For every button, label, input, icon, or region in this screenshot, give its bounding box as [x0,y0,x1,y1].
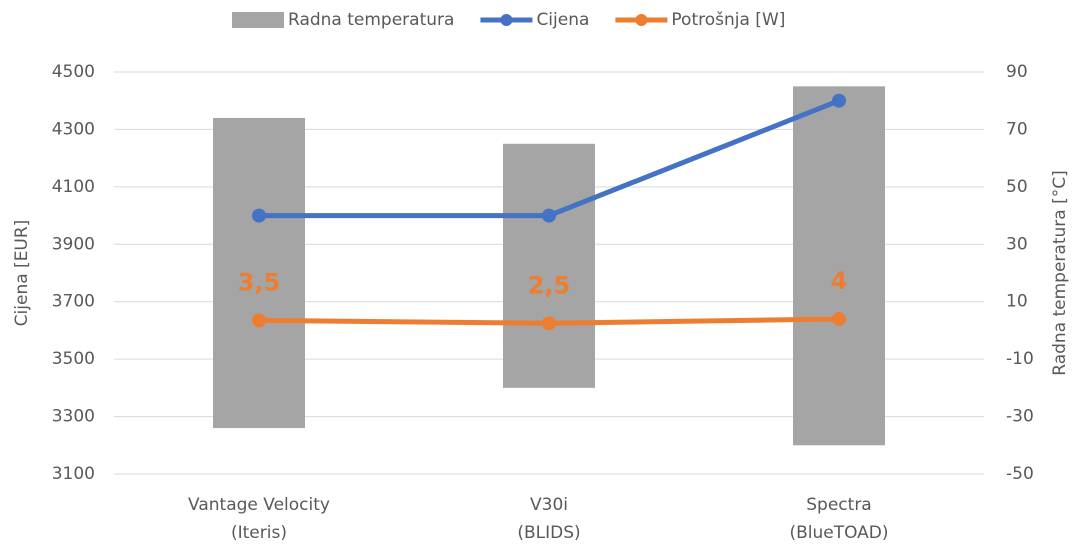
legend-swatch [232,12,284,28]
y-tick-label: 3300 [52,407,95,427]
y2-tick-label: 90 [1006,62,1028,82]
point [252,208,266,223]
y-tick-label: 3900 [52,234,95,254]
legend-label: Potrošnja [W] [671,10,785,30]
y2-tick-label: -50 [1006,464,1034,484]
range-bar [503,143,595,388]
legend-label: Radna temperatura [288,10,454,30]
data-label: 3,5 [238,268,281,296]
y2-tick-label: -10 [1006,349,1034,369]
y-tick-label: 3700 [52,292,95,312]
y-tick-label: 3100 [52,464,95,484]
y2-tick-label: 70 [1006,119,1028,139]
point [832,93,846,108]
range-bar [793,86,885,446]
y-tick-label: 4100 [52,177,95,197]
x-tick-label: V30i [530,495,568,515]
point [542,316,556,331]
y2-tick-label: 30 [1006,234,1028,254]
y2-axis-title: Radna temperatura [°C] [1050,170,1070,375]
legend-swatch [500,14,513,26]
x-tick-label: Vantage Velocity [188,495,330,515]
y2-tick-label: -30 [1006,407,1034,427]
y2-tick-label: 10 [1006,292,1028,312]
legend-label: Cijena [536,10,589,30]
y-tick-label: 4500 [52,62,95,82]
x-tick-label: Spectra [806,495,871,515]
point [542,208,556,223]
x-tick-label: (Iteris) [231,523,287,543]
data-label: 2,5 [528,271,571,299]
point [832,311,846,326]
y-tick-label: 4300 [52,119,95,139]
y-axis-title: Cijena [EUR] [12,220,32,327]
legend-swatch [635,14,648,26]
x-tick-label: (BlueTOAD) [789,523,888,543]
data-label: 4 [831,267,848,295]
point [252,313,266,328]
y-tick-label: 3500 [52,349,95,369]
y2-tick-label: 50 [1006,177,1028,197]
range-bar [213,117,305,429]
x-tick-label: (BLIDS) [517,523,580,543]
